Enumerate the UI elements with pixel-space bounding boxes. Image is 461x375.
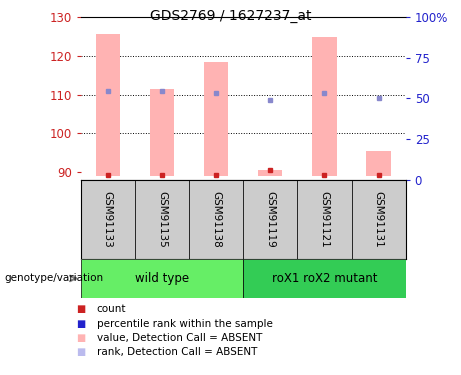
Bar bbox=[150, 89, 174, 176]
Text: GSM91131: GSM91131 bbox=[373, 191, 384, 248]
Text: ■: ■ bbox=[76, 319, 85, 328]
Text: roX1 roX2 mutant: roX1 roX2 mutant bbox=[272, 272, 377, 285]
Text: ■: ■ bbox=[76, 304, 85, 314]
Text: genotype/variation: genotype/variation bbox=[5, 273, 104, 284]
Text: GSM91121: GSM91121 bbox=[319, 191, 330, 248]
Bar bbox=[189, 180, 243, 259]
Bar bbox=[204, 62, 228, 176]
Text: GSM91138: GSM91138 bbox=[211, 191, 221, 248]
Bar bbox=[297, 180, 352, 259]
Text: GSM91133: GSM91133 bbox=[103, 191, 113, 248]
Bar bbox=[352, 180, 406, 259]
Bar bbox=[366, 151, 391, 176]
Bar bbox=[81, 180, 135, 259]
Text: count: count bbox=[97, 304, 126, 314]
Text: GSM91119: GSM91119 bbox=[265, 191, 275, 248]
Text: value, Detection Call = ABSENT: value, Detection Call = ABSENT bbox=[97, 333, 262, 343]
Bar bbox=[243, 180, 297, 259]
Bar bbox=[135, 180, 189, 259]
Bar bbox=[312, 37, 337, 176]
Text: rank, Detection Call = ABSENT: rank, Detection Call = ABSENT bbox=[97, 347, 257, 357]
Text: wild type: wild type bbox=[135, 272, 189, 285]
Text: GSM91135: GSM91135 bbox=[157, 191, 167, 248]
Text: GDS2769 / 1627237_at: GDS2769 / 1627237_at bbox=[150, 9, 311, 23]
Text: percentile rank within the sample: percentile rank within the sample bbox=[97, 319, 273, 328]
Bar bbox=[258, 170, 283, 176]
Bar bbox=[243, 259, 406, 298]
Bar bbox=[81, 259, 243, 298]
Bar bbox=[95, 34, 120, 176]
Text: ■: ■ bbox=[76, 347, 85, 357]
Text: ■: ■ bbox=[76, 333, 85, 343]
